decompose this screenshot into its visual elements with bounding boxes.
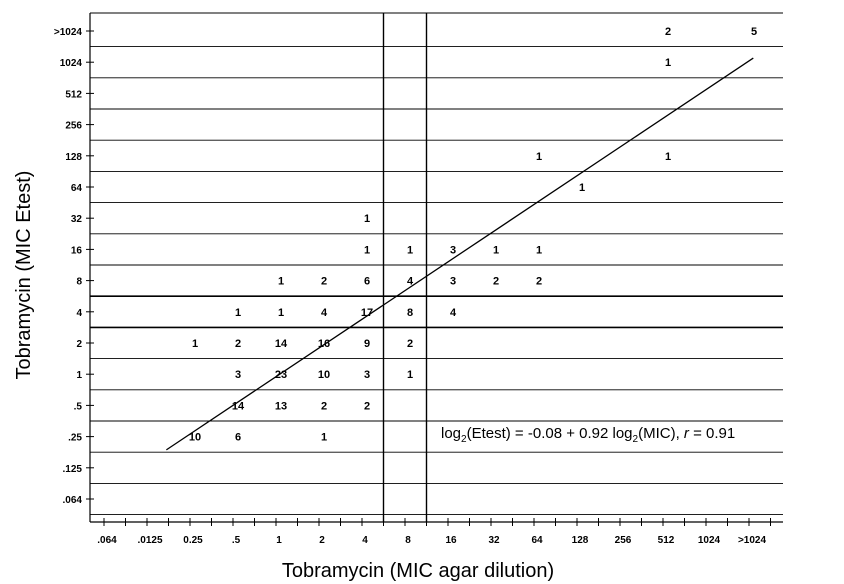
regression-equation: log2(Etest) = -0.08 + 0.92 log2(MIC), r … (441, 425, 736, 445)
count-label: 5 (751, 26, 757, 38)
x-tick-label: .064 (97, 535, 117, 546)
count-label: 4 (321, 307, 328, 319)
count-label: 1 (278, 276, 284, 288)
x-tick-label: 1024 (698, 535, 721, 546)
count-label: 6 (235, 432, 241, 444)
x-tick-label: 32 (488, 535, 500, 546)
count-label: 10 (318, 369, 330, 381)
count-label: 1 (579, 182, 585, 194)
count-label: 2 (407, 338, 413, 350)
x-tick-label: .5 (232, 535, 241, 546)
x-tick-label: >1024 (738, 535, 767, 546)
y-axis-title: Tobramycin (MIC Etest) (13, 171, 35, 380)
count-label: 8 (407, 307, 413, 319)
count-label: 3 (450, 244, 456, 256)
count-label: 1 (407, 244, 413, 256)
count-label: 3 (364, 369, 370, 381)
count-labels: 1101231461114231324161021116179321482133… (189, 26, 757, 444)
y-tick-label: 2 (76, 339, 82, 350)
count-label: 2 (364, 400, 370, 412)
x-axis-title: Tobramycin (MIC agar dilution) (282, 560, 554, 582)
y-tick-label: 64 (71, 183, 83, 194)
count-label: 14 (275, 338, 288, 350)
x-tick-label: 128 (572, 535, 589, 546)
x-tick-label: 2 (319, 535, 325, 546)
count-label: 1 (321, 432, 327, 444)
count-label: 1 (407, 369, 413, 381)
count-label: 3 (235, 369, 241, 381)
x-tick-label: 4 (362, 535, 368, 546)
count-label: 9 (364, 338, 370, 350)
count-label: 1 (235, 307, 241, 319)
count-label: 2 (321, 400, 327, 412)
x-tick-label: 512 (658, 535, 675, 546)
y-tick-label: .125 (63, 464, 83, 475)
count-label: 10 (189, 432, 201, 444)
y-tick-label: 32 (71, 214, 83, 225)
count-label: 1 (493, 244, 499, 256)
y-tick-label: 1 (76, 370, 82, 381)
y-tick-label: 256 (65, 121, 82, 132)
y-tick-label: 8 (76, 277, 82, 288)
grid-lines (90, 12, 783, 516)
count-label: 4 (407, 276, 414, 288)
x-tick-label: 1 (276, 535, 282, 546)
count-label: 13 (275, 400, 287, 412)
count-label: 4 (450, 307, 457, 319)
count-label: 16 (318, 338, 330, 350)
count-label: 1 (364, 213, 370, 225)
x-tick-label: 16 (445, 535, 457, 546)
x-tick-label: .0125 (137, 535, 162, 546)
y-tick-label: 4 (76, 308, 82, 319)
count-label: 2 (665, 26, 671, 38)
y-tick-label: >1024 (54, 27, 83, 38)
x-tick-label: 8 (405, 535, 411, 546)
regression-line-path (165, 57, 754, 451)
y-tick-label: 16 (71, 245, 83, 256)
count-label: 1 (364, 244, 370, 256)
regression-line (165, 57, 754, 451)
y-tick-label: .25 (68, 433, 82, 444)
count-label: 1 (536, 244, 542, 256)
count-label: 2 (536, 276, 542, 288)
count-label: 1 (536, 151, 542, 163)
count-label: 1 (665, 57, 671, 69)
count-label: 1 (665, 151, 671, 163)
y-tick-label: 512 (65, 89, 82, 100)
count-label: 2 (321, 276, 327, 288)
count-label: 2 (493, 276, 499, 288)
breakpoint-lines (382, 13, 428, 522)
count-label: 17 (361, 307, 373, 319)
count-label: 2 (235, 338, 241, 350)
count-label: 3 (450, 276, 456, 288)
y-tick-label: 128 (65, 152, 82, 163)
count-label: 14 (232, 400, 245, 412)
count-label: 6 (364, 276, 370, 288)
x-tick-label: 256 (615, 535, 632, 546)
y-tick-label: .064 (63, 495, 83, 506)
x-tick-label: 0.25 (183, 535, 203, 546)
count-label: 1 (278, 307, 284, 319)
count-label: 1 (192, 338, 198, 350)
axes: .064.125.25.512481632641282565121024>102… (54, 13, 783, 546)
y-tick-label: 1024 (60, 58, 83, 69)
x-tick-label: 64 (531, 535, 543, 546)
y-tick-label: .5 (74, 401, 83, 412)
count-label: 23 (275, 369, 287, 381)
